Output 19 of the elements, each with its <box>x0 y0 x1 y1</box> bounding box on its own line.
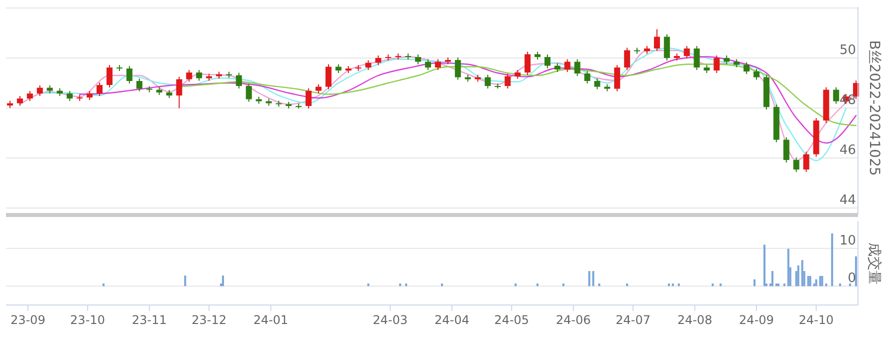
x-tick-label: 24-08 <box>677 313 712 327</box>
x-tick-label: 23-11 <box>132 313 167 327</box>
y-axis-title: 成交量 <box>866 242 882 284</box>
x-tick-label: 24-05 <box>494 313 530 327</box>
y-axis-title: B丝2022-20241025 <box>866 40 882 176</box>
y-tick-label: 46 <box>839 143 856 158</box>
x-tick-label: 24-06 <box>556 313 591 327</box>
x-tick-label: 24-03 <box>372 313 408 327</box>
x-tick-label: 23-09 <box>10 313 46 327</box>
y-tick-label: 50 <box>839 43 856 58</box>
x-tick-label: 24-07 <box>616 313 650 327</box>
x-tick-label: 23-10 <box>70 313 106 327</box>
x-tick-label: 23-12 <box>192 313 226 327</box>
x-tick-label: 24-01 <box>253 313 288 327</box>
x-tick-label: 24-09 <box>739 313 774 327</box>
y-tick-label: 44 <box>839 193 856 208</box>
y-tick-label: 10 <box>839 233 856 248</box>
x-tick-label: 24-04 <box>434 313 470 327</box>
x-tick-label: 24-10 <box>798 313 834 327</box>
